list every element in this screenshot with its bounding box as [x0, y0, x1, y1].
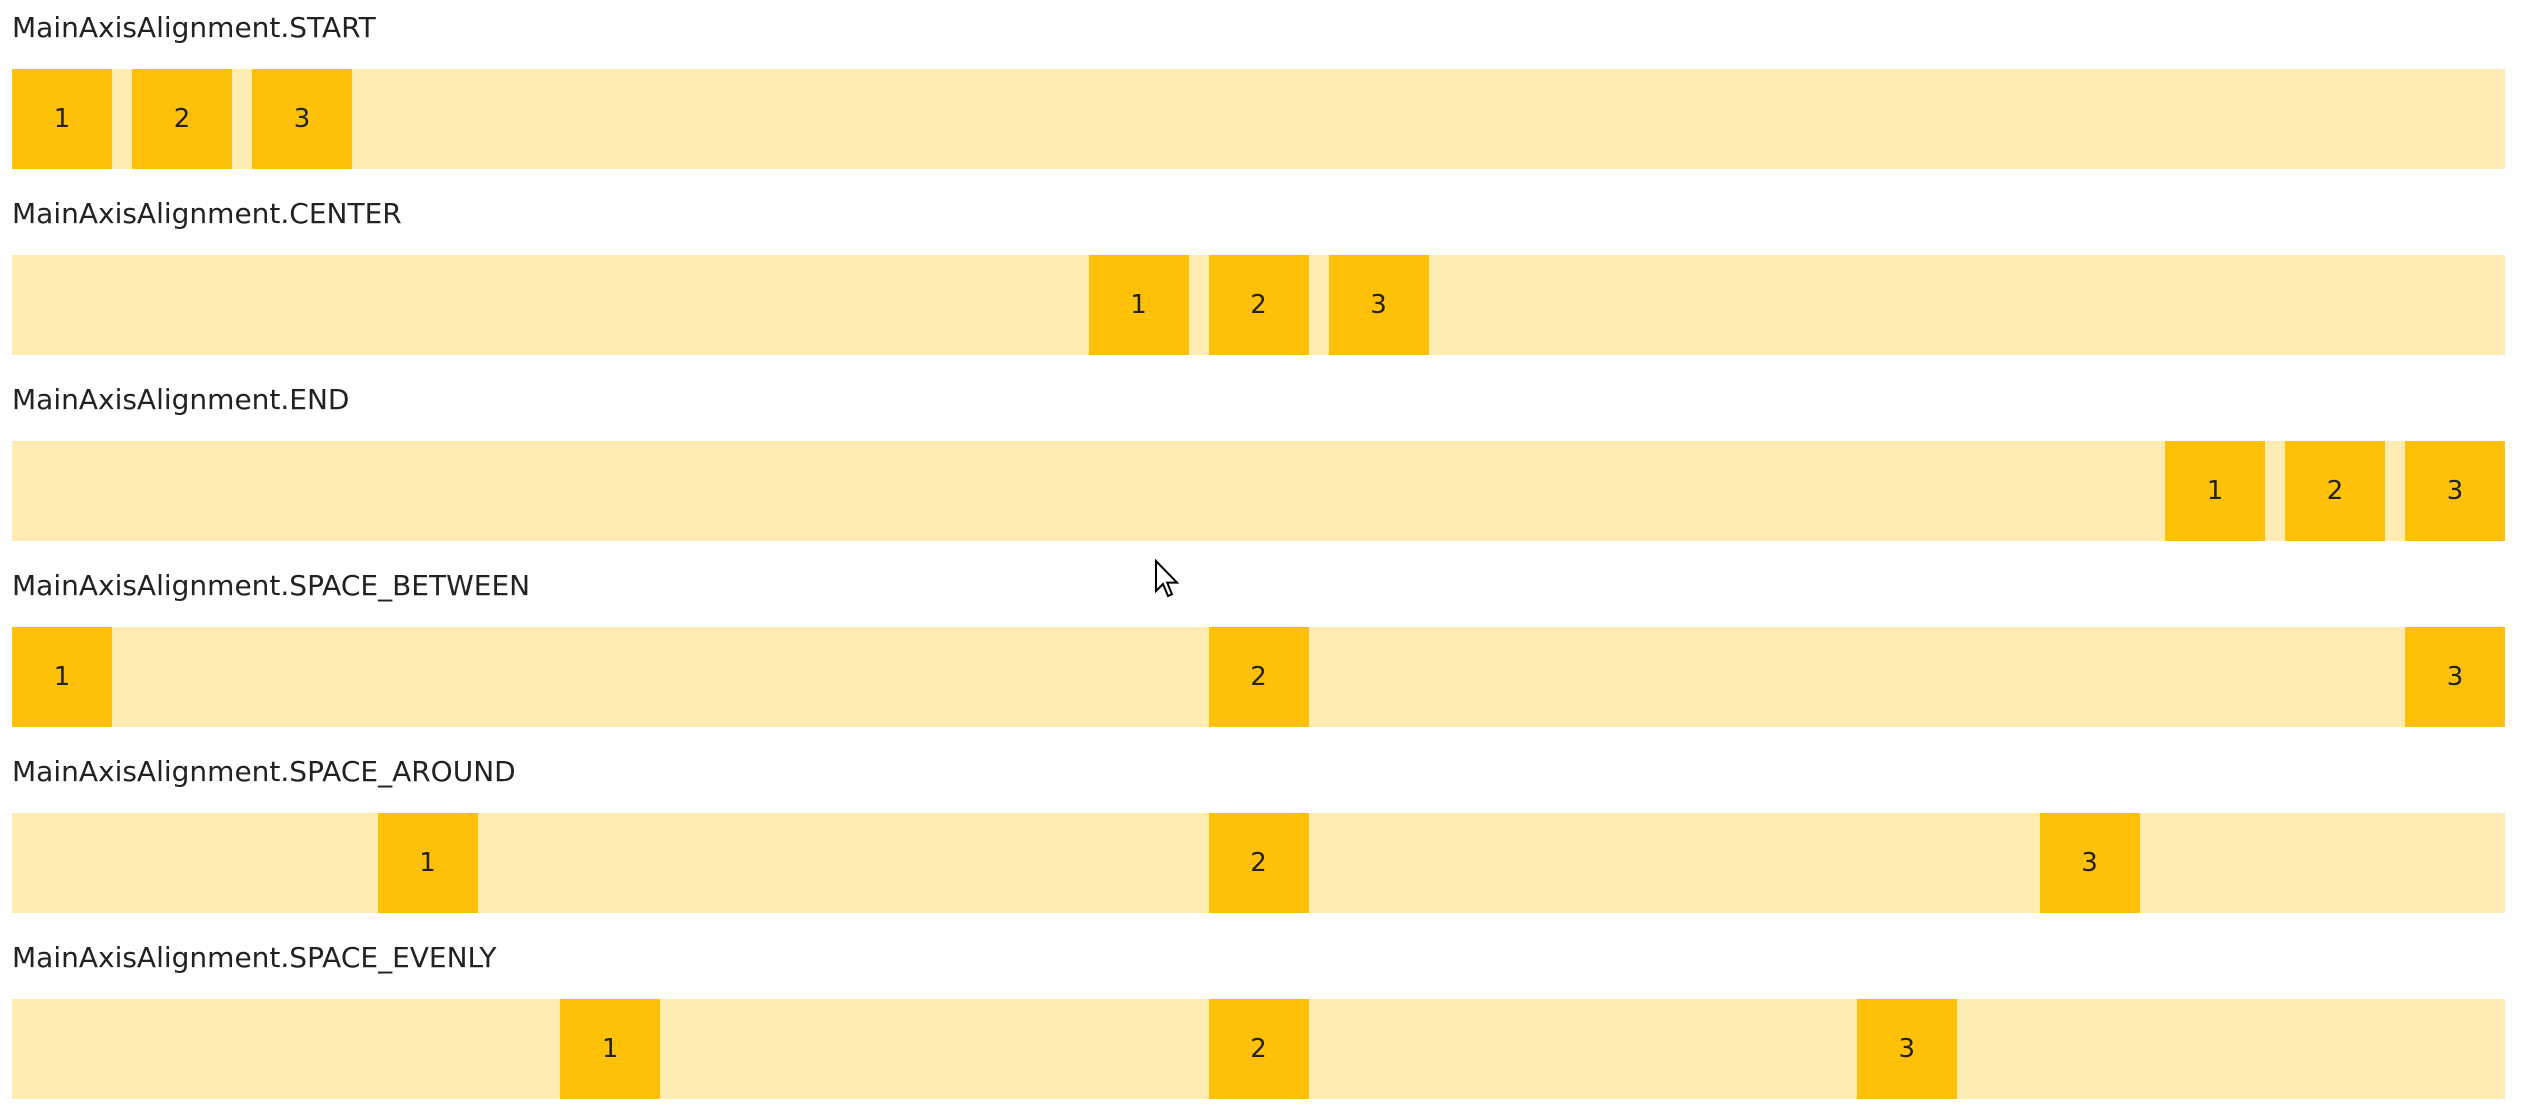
- box-1: 1: [2165, 441, 2265, 541]
- box-2: 2: [1208, 627, 1309, 727]
- box-2: 2: [1208, 813, 1309, 913]
- section-space-between: MainAxisAlignment.SPACE_BETWEEN 1 2 3: [12, 558, 2505, 727]
- section-space-evenly: MainAxisAlignment.SPACE_EVENLY 1 2 3: [12, 930, 2505, 1099]
- section-title: MainAxisAlignment.SPACE_EVENLY: [12, 941, 497, 974]
- box-3: 3: [1856, 999, 1957, 1099]
- row-container: 1 2 3: [12, 627, 2505, 727]
- row-container: 1 2 3: [12, 999, 2505, 1099]
- section-title: MainAxisAlignment.SPACE_BETWEEN: [12, 569, 531, 602]
- section-flex-end: MainAxisAlignment.END 1 2 3: [12, 372, 2505, 541]
- section-space-around: MainAxisAlignment.SPACE_AROUND 1 2 3: [12, 744, 2505, 913]
- box-1: 1: [377, 813, 478, 913]
- box-1: 1: [12, 627, 112, 727]
- row-container: 1 2 3: [12, 813, 2505, 913]
- box-2: 2: [132, 69, 232, 169]
- box-1: 1: [560, 999, 661, 1099]
- section-title: MainAxisAlignment.END: [12, 383, 350, 416]
- box-2: 2: [2285, 441, 2385, 541]
- section-flex-start: MainAxisAlignment.START 1 2 3: [12, 0, 2505, 169]
- box-3: 3: [2039, 813, 2140, 913]
- box-3: 3: [2405, 627, 2505, 727]
- box-2: 2: [1208, 999, 1309, 1099]
- section-title: MainAxisAlignment.START: [12, 11, 376, 44]
- section-title: MainAxisAlignment.CENTER: [12, 197, 402, 230]
- box-3: 3: [2405, 441, 2505, 541]
- section-title: MainAxisAlignment.SPACE_AROUND: [12, 755, 516, 788]
- mouse-cursor-icon: [1155, 559, 1180, 598]
- box-1: 1: [12, 69, 112, 169]
- box-3: 3: [1328, 255, 1429, 355]
- box-2: 2: [1208, 255, 1309, 355]
- section-center: MainAxisAlignment.CENTER 1 2 3: [12, 186, 2505, 355]
- box-1: 1: [1088, 255, 1189, 355]
- box-3: 3: [252, 69, 352, 169]
